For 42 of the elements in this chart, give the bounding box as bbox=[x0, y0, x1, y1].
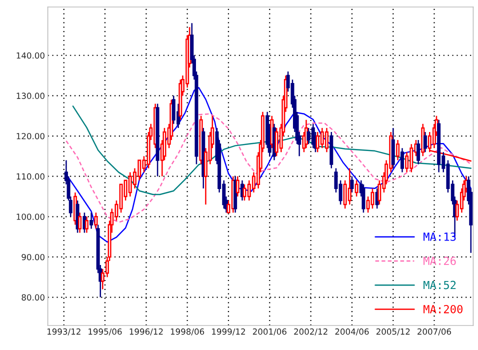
legend-label: MA:13 bbox=[424, 232, 456, 241]
y-tick-label: 110.00 bbox=[16, 173, 44, 180]
candlestick bbox=[78, 212, 82, 234]
candlestick bbox=[350, 176, 354, 194]
y-tick-label: 80.00 bbox=[22, 294, 44, 301]
line-series bbox=[66, 113, 472, 223]
x-tick-label: 2001/06 bbox=[252, 328, 286, 336]
x-tick-label: 1995/06 bbox=[88, 328, 122, 336]
candlestick bbox=[405, 152, 409, 173]
candlestick bbox=[90, 212, 94, 230]
candlestick bbox=[348, 168, 352, 206]
x-tick-label: 2005/12 bbox=[376, 328, 410, 336]
x-tick-label: 2002/12 bbox=[294, 328, 328, 336]
candlestick bbox=[94, 212, 98, 230]
legend-label: MA:200 bbox=[424, 304, 462, 314]
candlestick bbox=[362, 184, 366, 214]
x-tick-label: 2004/06 bbox=[335, 328, 369, 336]
x-tick-label: 2007/06 bbox=[418, 328, 452, 336]
line-series bbox=[66, 87, 472, 243]
y-tick-label: 140.00 bbox=[16, 52, 44, 59]
x-tick-label: 1998/06 bbox=[170, 328, 204, 336]
line-series bbox=[72, 106, 472, 196]
candlestick bbox=[354, 180, 358, 198]
legend-label: MA:52 bbox=[424, 280, 456, 290]
candlestick bbox=[324, 127, 328, 153]
candlestick bbox=[400, 147, 404, 173]
y-tick-label: 130.00 bbox=[16, 92, 44, 99]
candlestick bbox=[236, 176, 240, 198]
candlestick bbox=[423, 131, 427, 153]
legend-label: MA:26 bbox=[424, 256, 456, 266]
y-tick-label: 120.00 bbox=[16, 132, 44, 140]
x-tick-label: 1996/12 bbox=[130, 328, 163, 336]
candlestick bbox=[370, 188, 374, 210]
candlestick bbox=[84, 216, 88, 234]
x-tick-label: 1993/12 bbox=[47, 328, 80, 336]
candlestick bbox=[366, 196, 370, 214]
candlestick bbox=[416, 139, 420, 165]
y-tick-label: 90.00 bbox=[22, 254, 44, 260]
candlestick bbox=[396, 139, 400, 161]
x-tick-label: 1999/12 bbox=[212, 328, 245, 336]
y-tick-label: 100.00 bbox=[16, 214, 44, 220]
candlestick bbox=[378, 180, 382, 206]
